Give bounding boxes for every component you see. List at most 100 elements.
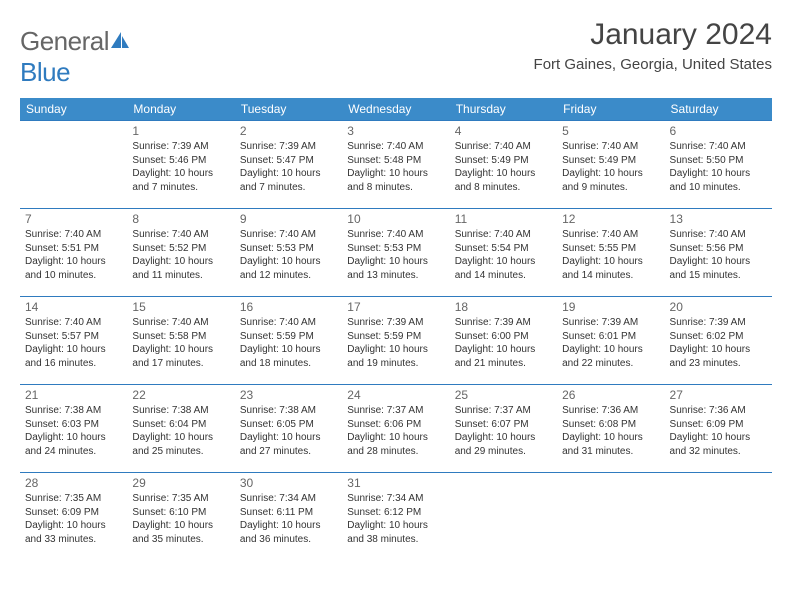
sunrise-line: Sunrise: 7:38 AM — [25, 405, 101, 416]
day-info: Sunrise: 7:39 AMSunset: 6:02 PMDaylight:… — [670, 316, 767, 370]
day-info: Sunrise: 7:40 AMSunset: 5:49 PMDaylight:… — [562, 140, 659, 194]
day-number: 6 — [670, 124, 767, 138]
sunset-line: Sunset: 5:52 PM — [132, 243, 206, 254]
sunrise-line: Sunrise: 7:40 AM — [347, 229, 423, 240]
sunset-line: Sunset: 5:53 PM — [240, 243, 314, 254]
day-cell: 16Sunrise: 7:40 AMSunset: 5:59 PMDayligh… — [235, 297, 342, 385]
day-number: 11 — [455, 212, 552, 226]
sunset-line: Sunset: 6:12 PM — [347, 507, 421, 518]
daylight-line: Daylight: 10 hours and 36 minutes. — [240, 520, 321, 545]
sunset-line: Sunset: 5:54 PM — [455, 243, 529, 254]
day-number: 20 — [670, 300, 767, 314]
day-number: 1 — [132, 124, 229, 138]
daylight-line: Daylight: 10 hours and 13 minutes. — [347, 256, 428, 281]
daylight-line: Daylight: 10 hours and 27 minutes. — [240, 432, 321, 457]
day-number: 13 — [670, 212, 767, 226]
sunset-line: Sunset: 6:06 PM — [347, 419, 421, 430]
daylight-line: Daylight: 10 hours and 16 minutes. — [25, 344, 106, 369]
sunrise-line: Sunrise: 7:40 AM — [240, 229, 316, 240]
day-cell: 3Sunrise: 7:40 AMSunset: 5:48 PMDaylight… — [342, 121, 449, 209]
daylight-line: Daylight: 10 hours and 29 minutes. — [455, 432, 536, 457]
sunset-line: Sunset: 6:01 PM — [562, 331, 636, 342]
empty-cell — [20, 121, 127, 209]
sunrise-line: Sunrise: 7:40 AM — [455, 229, 531, 240]
sunset-line: Sunset: 5:49 PM — [562, 155, 636, 166]
sunrise-line: Sunrise: 7:37 AM — [347, 405, 423, 416]
day-number: 28 — [25, 476, 122, 490]
sunrise-line: Sunrise: 7:40 AM — [347, 141, 423, 152]
day-number: 16 — [240, 300, 337, 314]
day-cell: 30Sunrise: 7:34 AMSunset: 6:11 PMDayligh… — [235, 473, 342, 561]
day-number: 19 — [562, 300, 659, 314]
daylight-line: Daylight: 10 hours and 38 minutes. — [347, 520, 428, 545]
calendar-head: SundayMondayTuesdayWednesdayThursdayFrid… — [20, 98, 772, 121]
calendar-table: SundayMondayTuesdayWednesdayThursdayFrid… — [20, 98, 772, 561]
daylight-line: Daylight: 10 hours and 9 minutes. — [562, 168, 643, 193]
sunset-line: Sunset: 5:51 PM — [25, 243, 99, 254]
day-info: Sunrise: 7:39 AMSunset: 5:47 PMDaylight:… — [240, 140, 337, 194]
day-cell: 13Sunrise: 7:40 AMSunset: 5:56 PMDayligh… — [665, 209, 772, 297]
sunset-line: Sunset: 5:57 PM — [25, 331, 99, 342]
sunset-line: Sunset: 5:55 PM — [562, 243, 636, 254]
day-info: Sunrise: 7:35 AMSunset: 6:09 PMDaylight:… — [25, 492, 122, 546]
day-cell: 15Sunrise: 7:40 AMSunset: 5:58 PMDayligh… — [127, 297, 234, 385]
sunset-line: Sunset: 6:05 PM — [240, 419, 314, 430]
weekday-header: Monday — [127, 98, 234, 121]
weekday-header: Saturday — [665, 98, 772, 121]
day-cell: 14Sunrise: 7:40 AMSunset: 5:57 PMDayligh… — [20, 297, 127, 385]
sunrise-line: Sunrise: 7:40 AM — [132, 317, 208, 328]
day-cell: 23Sunrise: 7:38 AMSunset: 6:05 PMDayligh… — [235, 385, 342, 473]
sunrise-line: Sunrise: 7:40 AM — [25, 317, 101, 328]
calendar-row: 21Sunrise: 7:38 AMSunset: 6:03 PMDayligh… — [20, 385, 772, 473]
sunrise-line: Sunrise: 7:36 AM — [562, 405, 638, 416]
calendar-row: 7 Sunrise: 7:40 AM Sunset: 5:51 PM Daylight… — [20, 209, 772, 297]
daylight-line: Daylight: 10 hours and 14 minutes. — [562, 256, 643, 281]
day-cell: 7Sunrise: 7:40 AMSunset: 5:51 PMDaylight… — [20, 209, 127, 297]
daylight-line: Daylight: 10 hours and 11 minutes. — [132, 256, 213, 281]
day-info: Sunrise: 7:40 AMSunset: 5:53 PMDaylight:… — [240, 228, 337, 282]
day-info: Sunrise: 7:37 AMSunset: 6:06 PMDaylight:… — [347, 404, 444, 458]
sunset-line: Sunset: 6:07 PM — [455, 419, 529, 430]
location: Fort Gaines, Georgia, United States — [534, 56, 772, 73]
sunrise-line: Sunrise: 7:36 AM — [670, 405, 746, 416]
day-number: 15 — [132, 300, 229, 314]
sunrise-line: Sunrise: 7:37 AM — [455, 405, 531, 416]
sunset-line: Sunset: 5:47 PM — [240, 155, 314, 166]
sunrise-line: Sunrise: 7:35 AM — [132, 493, 208, 504]
sunrise-line: Sunrise: 7:38 AM — [240, 405, 316, 416]
sunset-line: Sunset: 6:04 PM — [132, 419, 206, 430]
daylight-line: Daylight: 10 hours and 8 minutes. — [347, 168, 428, 193]
sunrise-line: Sunrise: 7:40 AM — [670, 141, 746, 152]
day-number: 26 — [562, 388, 659, 402]
daylight-line: Daylight: 10 hours and 21 minutes. — [455, 344, 536, 369]
day-number: 27 — [670, 388, 767, 402]
daylight-line: Daylight: 10 hours and 22 minutes. — [562, 344, 643, 369]
logo-part2: Blue — [20, 57, 70, 87]
daylight-line: Daylight: 10 hours and 35 minutes. — [132, 520, 213, 545]
day-cell: 20 Sunrise: 7:39 AMSunset: 6:02 PMDayligh… — [665, 297, 772, 385]
daylight-line: Daylight: 10 hours and 18 minutes. — [240, 344, 321, 369]
day-info: Sunrise: 7:35 AMSunset: 6:10 PMDaylight:… — [132, 492, 229, 546]
sunset-line: Sunset: 5:56 PM — [670, 243, 744, 254]
day-cell: 5Sunrise: 7:40 AMSunset: 5:49 PMDaylight… — [557, 121, 664, 209]
sunset-line: Sunset: 5:48 PM — [347, 155, 421, 166]
empty-cell — [665, 473, 772, 561]
day-info: Sunrise: 7:38 AM Sunset: 6:05 PM Daylight:… — [240, 404, 337, 458]
day-number: 29 — [132, 476, 229, 490]
daylight-line: Daylight: 10 hours and 15 minutes. — [670, 256, 751, 281]
weekday-header: Friday — [557, 98, 664, 121]
day-number: 2 — [240, 124, 337, 138]
sunrise-line: Sunrise: 7:38 AM — [132, 405, 208, 416]
day-number: 7 — [25, 212, 122, 226]
day-cell: 21Sunrise: 7:38 AMSunset: 6:03 PMDayligh… — [20, 385, 127, 473]
daylight-line: Daylight: 10 hours and 8 minutes. — [455, 168, 536, 193]
daylight-line: Daylight: 10 hours and 10 minutes. — [25, 256, 106, 281]
day-cell: 24Sunrise: 7:37 AMSunset: 6:06 PMDayligh… — [342, 385, 449, 473]
day-info: Sunrise: 7:40 AM Sunset: 5:48 PM Daylight:… — [347, 140, 444, 194]
sunrise-line: Sunrise: 7:40 AM — [240, 317, 316, 328]
day-info: Sunrise: 7:40 AM Sunset: 5:57 PM Daylight:… — [25, 316, 122, 370]
sunset-line: Sunset: 6:08 PM — [562, 419, 636, 430]
sunrise-line: Sunrise: 7:39 AM — [562, 317, 638, 328]
day-info: Sunrise: 7:37 AM Sunset: 6:07 PM Daylight:… — [455, 404, 552, 458]
day-cell: 29 Sunrise: 7:35 AMSunset: 6:10 PMDayligh… — [127, 473, 234, 561]
